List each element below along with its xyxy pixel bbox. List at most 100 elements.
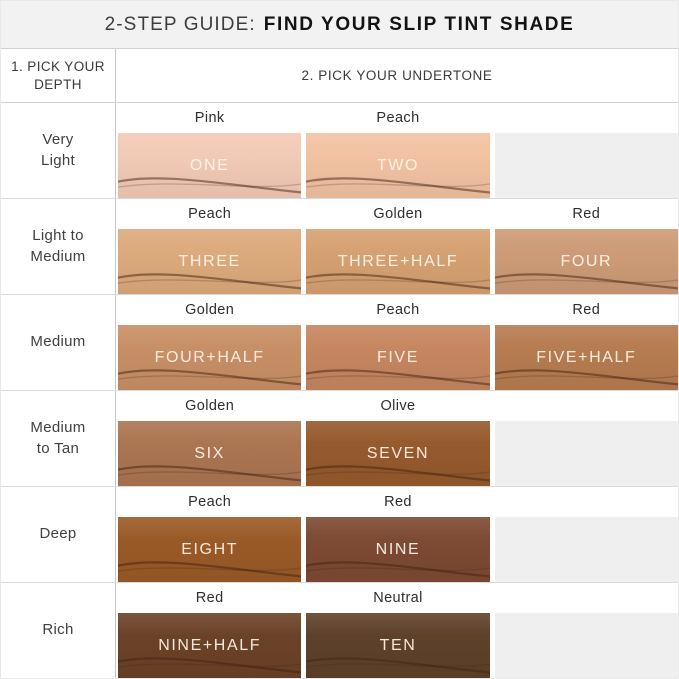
undertone-label: Red bbox=[494, 295, 678, 325]
undertone-label: Red bbox=[494, 199, 678, 229]
shade-name: SEVEN bbox=[366, 444, 430, 462]
product-smear-graphic bbox=[306, 657, 490, 674]
undertone-column-header: 2. PICK YOUR UNDERTONE bbox=[301, 68, 493, 83]
shade-swatch-ten: TEN bbox=[306, 613, 490, 678]
depth-header-line2: DEPTH bbox=[34, 76, 82, 92]
shade-swatch-five-half: FIVE+HALF bbox=[494, 325, 678, 390]
shade-name: FIVE bbox=[377, 348, 419, 366]
undertone-label: Golden bbox=[118, 295, 302, 325]
undertone-label bbox=[494, 583, 678, 613]
empty-shade-placeholder bbox=[494, 133, 678, 198]
product-smear-graphic bbox=[306, 369, 490, 386]
product-smear-graphic bbox=[494, 369, 678, 386]
product-smear-graphic bbox=[118, 561, 302, 578]
shade-column: Peach TWO bbox=[306, 103, 490, 198]
shade-column: Peach FIVE bbox=[306, 295, 490, 390]
empty-shade-placeholder bbox=[494, 421, 678, 486]
shade-swatch-four: FOUR bbox=[494, 229, 678, 294]
depth-label: Rich bbox=[1, 583, 116, 678]
shade-name: TWO bbox=[376, 156, 420, 174]
product-smear-graphic bbox=[306, 561, 490, 578]
undertone-label: Olive bbox=[306, 391, 490, 421]
shade-name: ONE bbox=[189, 156, 230, 174]
undertone-columns: Pink ONE Peach TWO bbox=[116, 103, 678, 198]
depth-row: Rich Red NINE+HALF Neutral TEN bbox=[1, 582, 678, 678]
shade-column: Red NINE+HALF bbox=[118, 583, 302, 678]
shade-swatch-four-half: FOUR+HALF bbox=[118, 325, 302, 390]
undertone-label: Peach bbox=[306, 103, 490, 133]
undertone-label: Neutral bbox=[306, 583, 490, 613]
shade-name: FOUR bbox=[560, 252, 613, 270]
depth-row: Medium to Tan Golden SIX Olive SEVEN bbox=[1, 390, 678, 486]
shade-swatch-three-half: THREE+HALF bbox=[306, 229, 490, 294]
shade-swatch-two: TWO bbox=[306, 133, 490, 198]
product-smear-graphic bbox=[118, 273, 302, 290]
depth-column-header: 1. PICK YOUR DEPTH bbox=[1, 49, 116, 102]
shade-swatch-six: SIX bbox=[118, 421, 302, 486]
depth-row: Very Light Pink ONE Peach TWO bbox=[1, 103, 678, 198]
shade-column: Golden FOUR+HALF bbox=[118, 295, 302, 390]
undertone-columns: Peach EIGHT Red NINE bbox=[116, 487, 678, 582]
depth-header-line1: 1. PICK YOUR bbox=[11, 58, 105, 74]
product-smear-graphic bbox=[306, 177, 490, 194]
product-smear-graphic bbox=[494, 273, 678, 290]
shade-column: Peach EIGHT bbox=[118, 487, 302, 582]
undertone-label: Golden bbox=[306, 199, 490, 229]
undertone-label: Golden bbox=[118, 391, 302, 421]
product-smear-graphic bbox=[306, 465, 490, 482]
guide-title-main: FIND YOUR SLIP TINT SHADE bbox=[263, 13, 575, 35]
undertone-label: Peach bbox=[118, 199, 302, 229]
depth-label: Light to Medium bbox=[1, 199, 116, 294]
shade-name: THREE bbox=[178, 252, 241, 270]
depth-row: Medium Golden FOUR+HALF Peach FIVE Red FIVE+H… bbox=[1, 294, 678, 390]
product-smear-graphic bbox=[118, 177, 302, 194]
undertone-columns: Golden FOUR+HALF Peach FIVE Red FIVE+HALF bbox=[116, 295, 678, 390]
undertone-label: Peach bbox=[118, 487, 302, 517]
shade-column: Golden THREE+HALF bbox=[306, 199, 490, 294]
shade-column bbox=[494, 583, 678, 678]
undertone-columns: Peach THREE Golden THREE+HALF Red FOUR bbox=[116, 199, 678, 294]
shade-swatch-nine: NINE bbox=[306, 517, 490, 582]
undertone-label: Red bbox=[306, 487, 490, 517]
depth-row: Light to Medium Peach THREE Golden THREE+HAL… bbox=[1, 198, 678, 294]
shade-name: FIVE+HALF bbox=[536, 348, 637, 366]
guide-title-prefix: 2-STEP GUIDE: bbox=[104, 13, 256, 35]
product-smear-graphic bbox=[118, 465, 302, 482]
depth-label: Very Light bbox=[1, 103, 116, 198]
depth-label: Deep bbox=[1, 487, 116, 582]
shade-name: TEN bbox=[379, 636, 417, 654]
shade-swatch-five: FIVE bbox=[306, 325, 490, 390]
guide-title: 2-STEP GUIDE: FIND YOUR SLIP TINT SHADE bbox=[1, 1, 678, 49]
undertone-label: Peach bbox=[306, 295, 490, 325]
shade-column bbox=[494, 103, 678, 198]
undertone-label: Pink bbox=[118, 103, 302, 133]
shade-column: Peach THREE bbox=[118, 199, 302, 294]
undertone-label bbox=[494, 391, 678, 421]
product-smear-graphic bbox=[306, 273, 490, 290]
shade-name: EIGHT bbox=[181, 540, 239, 558]
shade-column bbox=[494, 487, 678, 582]
shade-swatch-eight: EIGHT bbox=[118, 517, 302, 582]
shade-column: Red FIVE+HALF bbox=[494, 295, 678, 390]
table-header-row: 1. PICK YOUR DEPTH 2. PICK YOUR UNDERTON… bbox=[1, 49, 678, 103]
undertone-label bbox=[494, 103, 678, 133]
undertone-columns: Red NINE+HALF Neutral TEN bbox=[116, 583, 678, 678]
empty-shade-placeholder bbox=[494, 613, 678, 678]
shade-column: Golden SIX bbox=[118, 391, 302, 486]
shade-column: Olive SEVEN bbox=[306, 391, 490, 486]
undertone-label bbox=[494, 487, 678, 517]
shade-column: Red FOUR bbox=[494, 199, 678, 294]
shade-column: Pink ONE bbox=[118, 103, 302, 198]
depth-row: Deep Peach EIGHT Red NINE bbox=[1, 486, 678, 582]
shade-name: FOUR+HALF bbox=[154, 348, 265, 366]
shade-swatch-three: THREE bbox=[118, 229, 302, 294]
empty-shade-placeholder bbox=[494, 517, 678, 582]
shade-name: THREE+HALF bbox=[337, 252, 459, 270]
shade-swatch-seven: SEVEN bbox=[306, 421, 490, 486]
undertone-columns: Golden SIX Olive SEVEN bbox=[116, 391, 678, 486]
shade-column bbox=[494, 391, 678, 486]
product-smear-graphic bbox=[118, 369, 302, 386]
shade-name: NINE bbox=[375, 540, 421, 558]
shade-name: SIX bbox=[194, 444, 225, 462]
